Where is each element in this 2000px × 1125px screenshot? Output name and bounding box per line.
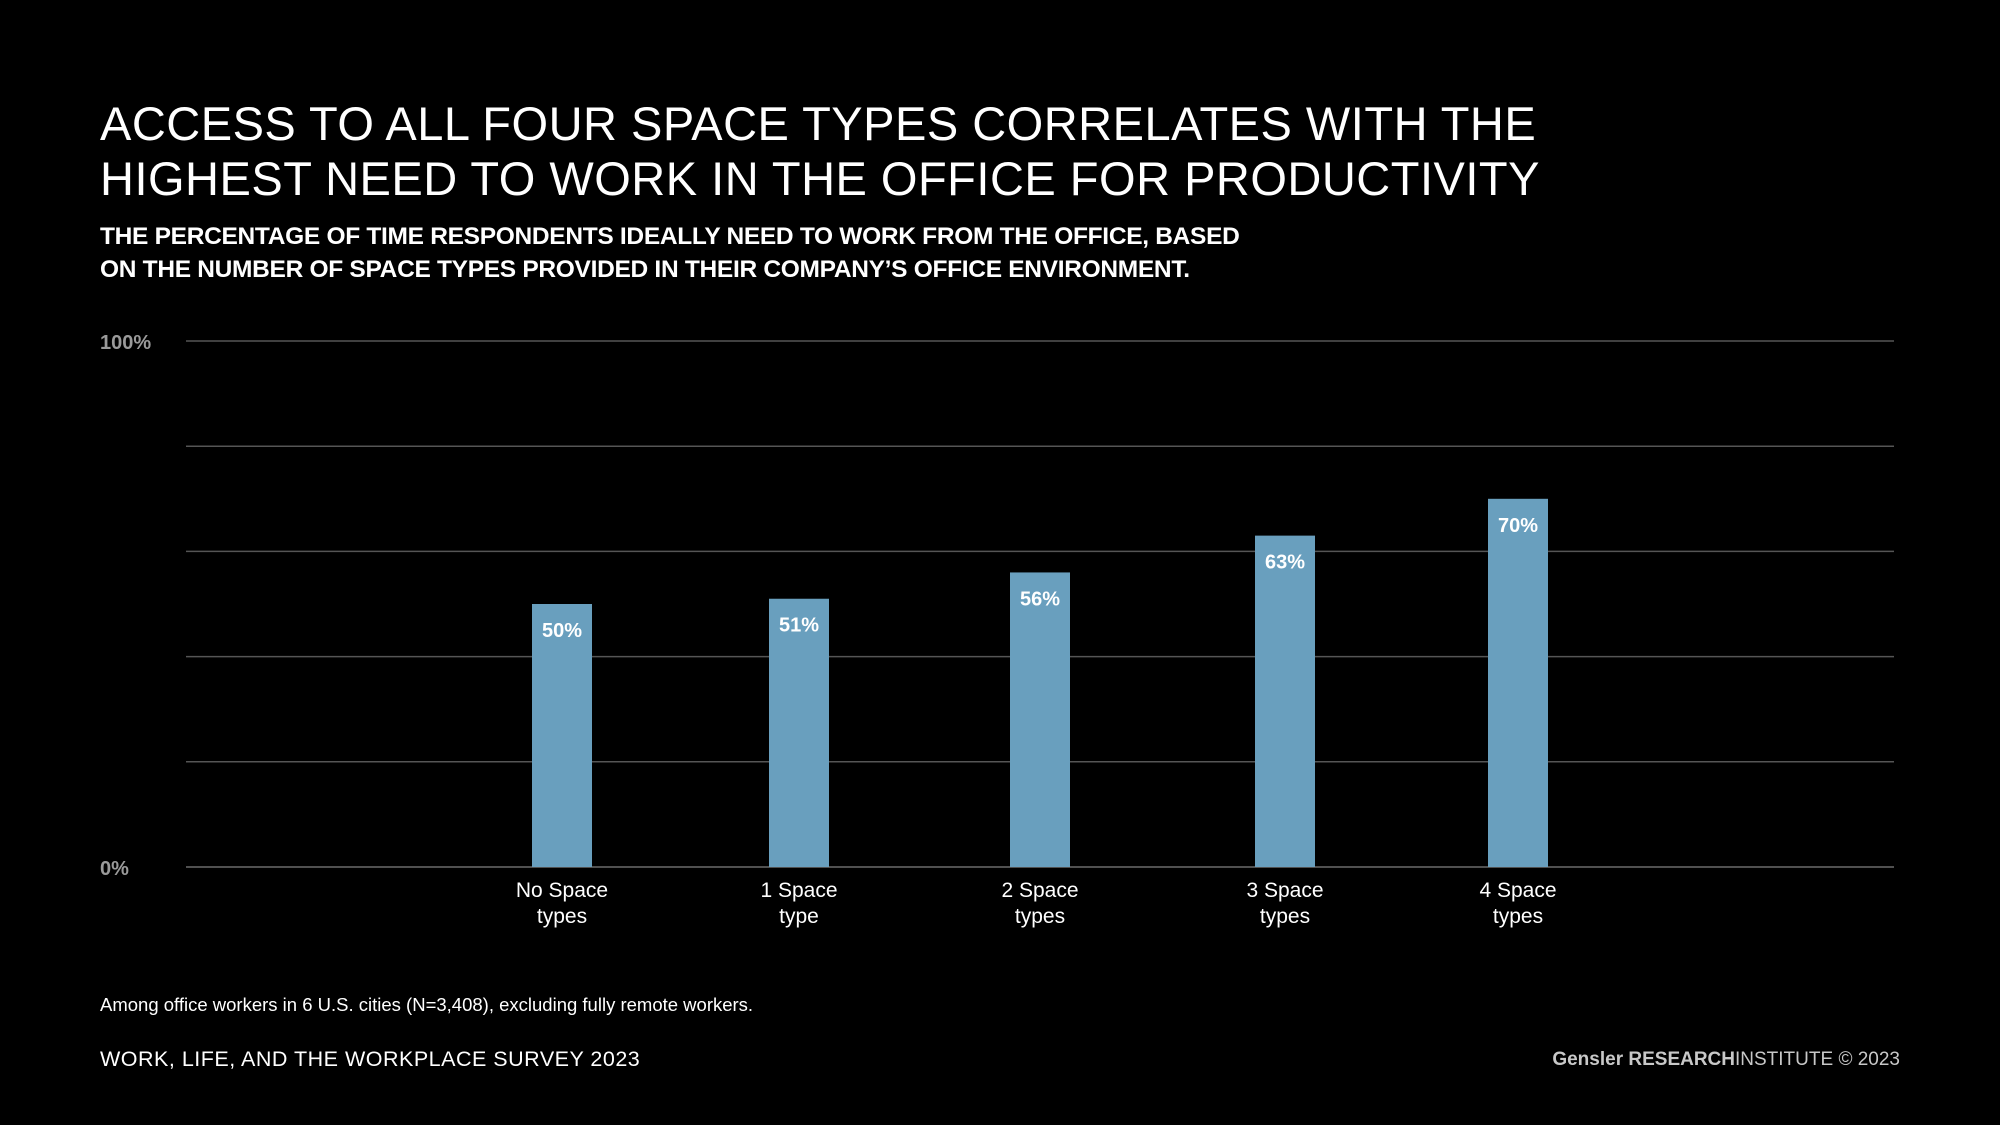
chart-subtitle: THE PERCENTAGE OF TIME RESPONDENTS IDEAL… — [100, 220, 1400, 286]
bar — [1488, 498, 1548, 867]
x-tick-label: 1 Space — [760, 879, 837, 902]
y-tick-label: 0% — [100, 858, 129, 880]
footnote: Among office workers in 6 U.S. cities (N… — [100, 994, 754, 1015]
x-tick-label: 4 Space — [1479, 879, 1556, 902]
bar — [1255, 535, 1315, 867]
y-tick-label: 100% — [100, 332, 151, 354]
x-tick-label: types — [1493, 905, 1543, 928]
title-line-1: ACCESS TO ALL FOUR SPACE TYPES CORRELATE… — [100, 97, 1537, 150]
subtitle-line-1: THE PERCENTAGE OF TIME RESPONDENTS IDEAL… — [100, 223, 1240, 250]
x-tick-label: 2 Space — [1001, 879, 1078, 902]
data-label: 50% — [542, 620, 582, 642]
bar-chart: 0% 100% 50% No Space types 51% 1 Space type 56% 2… — [100, 332, 1894, 928]
data-label: 63% — [1265, 552, 1305, 574]
bar — [1010, 572, 1070, 867]
data-label: 56% — [1020, 588, 1060, 610]
brand-institute: INSTITUTE © 2023 — [1735, 1049, 1900, 1070]
x-tick-label: types — [537, 905, 587, 928]
page-title: ACCESS TO ALL FOUR SPACE TYPES CORRELATE… — [100, 96, 1600, 206]
bar — [769, 598, 829, 867]
x-tick-label: types — [1260, 905, 1310, 928]
x-tick-label: type — [779, 905, 819, 928]
data-label: 70% — [1498, 515, 1538, 537]
x-tick-label: No Space — [516, 879, 608, 902]
bar — [532, 604, 592, 867]
brand-research: RESEARCH — [1628, 1049, 1735, 1070]
survey-name: WORK, LIFE, AND THE WORKPLACE SURVEY 202… — [100, 1047, 641, 1071]
brand-logo: Gensler RESEARCHINSTITUTE © 2023 — [1552, 1049, 1900, 1071]
subtitle-line-2: ON THE NUMBER OF SPACE TYPES PROVIDED IN… — [100, 256, 1190, 283]
x-tick-label: types — [1015, 905, 1065, 928]
title-line-2: HIGHEST NEED TO WORK IN THE OFFICE FOR P… — [100, 152, 1540, 205]
brand-name: Gensler — [1552, 1049, 1624, 1070]
x-tick-label: 3 Space — [1246, 879, 1323, 902]
data-label: 51% — [779, 615, 819, 637]
